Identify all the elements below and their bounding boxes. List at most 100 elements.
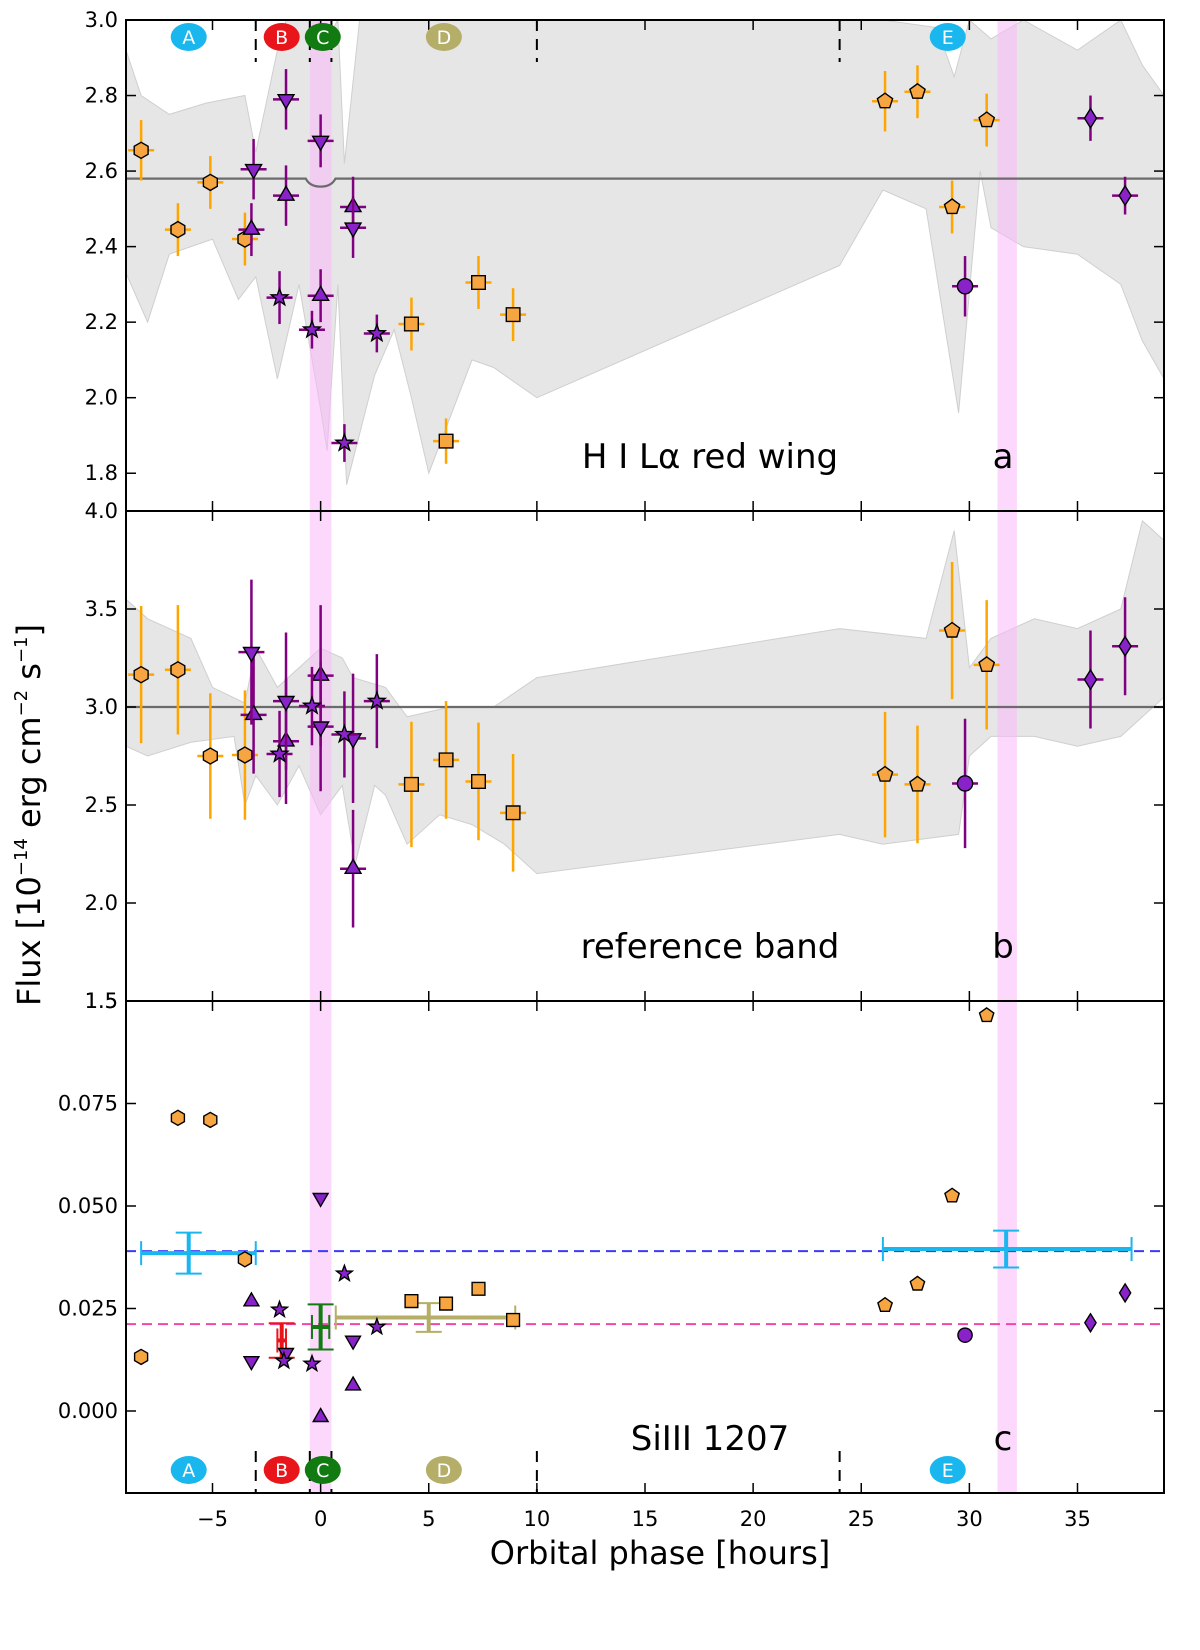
visit-badge-bottom-C: C [304, 1456, 341, 1484]
data-point-a-6-2 [909, 82, 926, 99]
y-tick-label-c-top: 1.5 [85, 989, 118, 1013]
data-point-c-6-3 [944, 1187, 961, 1203]
data-point-a-1-2 [170, 220, 186, 239]
series-a-3 [240, 69, 367, 258]
x-tick-label-4: 15 [632, 1507, 659, 1531]
data-point-c-4-1 [269, 1299, 290, 1319]
visit-badge-bottom-E: E [929, 1456, 966, 1484]
y-tick-label-c-0: 0.000 [58, 1399, 118, 1423]
data-point-b-2-1 [244, 704, 263, 721]
series-b-1 [128, 605, 258, 820]
data-point-a-1-1 [133, 141, 149, 160]
data-point-a-4-3 [334, 432, 355, 452]
y-tick-label-a-2: 2.2 [85, 310, 118, 334]
series-b-8 [1077, 597, 1139, 729]
series-b-3 [238, 579, 367, 804]
svg-text:A: A [182, 1460, 195, 1482]
series-c-2 [242, 1291, 362, 1423]
x-tick-label-8: 35 [1064, 1507, 1091, 1531]
series-c-4 [269, 1263, 387, 1373]
data-point-b-3-1 [242, 646, 261, 663]
series-a-4 [266, 271, 390, 462]
y-tick-label-c-2: 0.050 [58, 1194, 118, 1218]
series-c-3 [242, 1192, 362, 1371]
visit-badge-top-E: E [929, 23, 966, 51]
series-c-7 [957, 1327, 973, 1343]
data-point-a-8-1 [1083, 107, 1098, 130]
data-point-c-7-1 [957, 1327, 973, 1343]
data-point-a-5-4 [505, 307, 521, 323]
visit-badge-top-B: B [263, 23, 300, 51]
data-point-b-8-1 [1083, 668, 1098, 691]
data-point-a-4-1 [269, 286, 290, 307]
series-c-5 [404, 1281, 521, 1328]
data-point-a-4-4 [366, 322, 388, 343]
y-tick-label-b-4: 3.5 [85, 597, 118, 621]
y-tick-label-a-1: 2.0 [85, 386, 118, 410]
data-point-c-1-2 [170, 1109, 186, 1127]
data-point-a-1-3 [202, 173, 218, 192]
data-point-c-3-4 [344, 1335, 362, 1351]
data-point-a-5-1 [403, 316, 419, 332]
transit-band-a-0 [309, 20, 332, 511]
data-point-b-6-2 [909, 775, 926, 792]
data-point-b-3-2 [276, 695, 296, 712]
visit-badge-bottom-D: D [425, 1456, 462, 1484]
y-tick-label-a-6: 3.0 [85, 8, 118, 32]
panel-title-a: H I Lα red wing [582, 437, 838, 477]
visit-mean-D [334, 1302, 517, 1333]
svg-text:E: E [942, 1460, 954, 1482]
series-a-7 [952, 256, 979, 317]
transit-band-b-1 [997, 511, 1017, 1001]
data-point-a-3-4 [343, 222, 363, 239]
svg-text:B: B [275, 1460, 288, 1482]
data-point-c-6-2 [909, 1275, 926, 1291]
data-point-c-4-4 [334, 1263, 355, 1282]
data-point-c-6-4 [978, 1007, 995, 1023]
panel-title-b: reference band [581, 927, 840, 967]
data-point-b-2-4 [343, 858, 363, 874]
series-c-8 [1083, 1282, 1132, 1334]
data-point-c-4-3 [302, 1353, 322, 1373]
visit-badge-bottom-B: B [263, 1456, 300, 1484]
visit-mean-C [307, 1303, 334, 1351]
series-b-6 [872, 561, 1000, 844]
data-point-a-2-3 [311, 285, 330, 301]
series-b-7 [952, 718, 979, 849]
data-point-a-3-1 [244, 163, 263, 180]
data-point-a-7-1 [956, 277, 974, 295]
y-tick-label-b-5: 4.0 [85, 499, 118, 523]
series-b-5 [398, 701, 527, 872]
data-point-c-2-2 [311, 1407, 330, 1423]
data-point-b-4-3 [334, 723, 355, 744]
y-axis-label: Flux [10−14 erg cm−2 s−1] [10, 624, 48, 1006]
transit-band-a-1 [997, 20, 1017, 511]
data-point-b-6-4 [978, 656, 996, 672]
data-point-c-4-2 [274, 1350, 294, 1370]
panel-b: 1.5 2.0 2.5 3.0 3.5 4.0 reference band b [85, 499, 1165, 1013]
data-point-c-1-3 [203, 1111, 218, 1129]
x-axis-label: Orbital phase [hours] [490, 1534, 830, 1572]
panel-a: 1.8 2.0 2.2 2.4 2.6 2.8 3.0 H I Lα red wing a [85, 8, 1165, 512]
data-point-b-5-4 [505, 805, 521, 821]
data-point-b-5-3 [471, 774, 486, 789]
y-tick-label-a-4: 2.6 [85, 159, 118, 183]
svg-text:C: C [316, 27, 329, 49]
data-point-a-2-1 [242, 218, 261, 235]
data-point-c-8-1 [1083, 1312, 1097, 1334]
series-a-1 [128, 120, 258, 266]
x-tick-label-6: 25 [848, 1507, 875, 1531]
panel-letter-b: b [992, 927, 1014, 967]
data-point-a-5-2 [438, 433, 454, 449]
data-point-c-5-1 [404, 1294, 419, 1309]
svg-text:D: D [437, 27, 452, 49]
data-point-b-8-2 [1118, 635, 1132, 658]
data-point-a-8-2 [1118, 184, 1132, 207]
series-a-6 [872, 65, 1000, 234]
visit-mean-E [881, 1229, 1133, 1269]
data-point-b-4-4 [366, 690, 388, 710]
panel-c: 0.000 0.025 0.050 0.075 1.5 SiIII 1207 c [58, 989, 1165, 1494]
data-point-c-5-4 [506, 1312, 521, 1328]
y-tick-label-b-3: 3.0 [85, 695, 118, 719]
svg-text:C: C [316, 1460, 329, 1482]
